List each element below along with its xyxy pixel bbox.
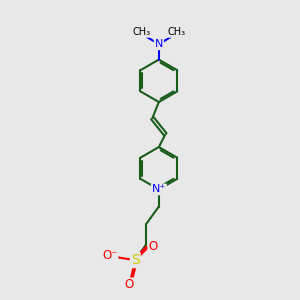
Text: O: O (148, 240, 158, 253)
Text: O⁻: O⁻ (102, 249, 117, 262)
Text: N: N (154, 39, 163, 49)
Text: CH₃: CH₃ (167, 27, 186, 37)
Text: N⁺: N⁺ (152, 184, 166, 194)
Text: O: O (125, 278, 134, 291)
Text: CH₃: CH₃ (132, 27, 150, 37)
Text: S: S (131, 253, 140, 267)
